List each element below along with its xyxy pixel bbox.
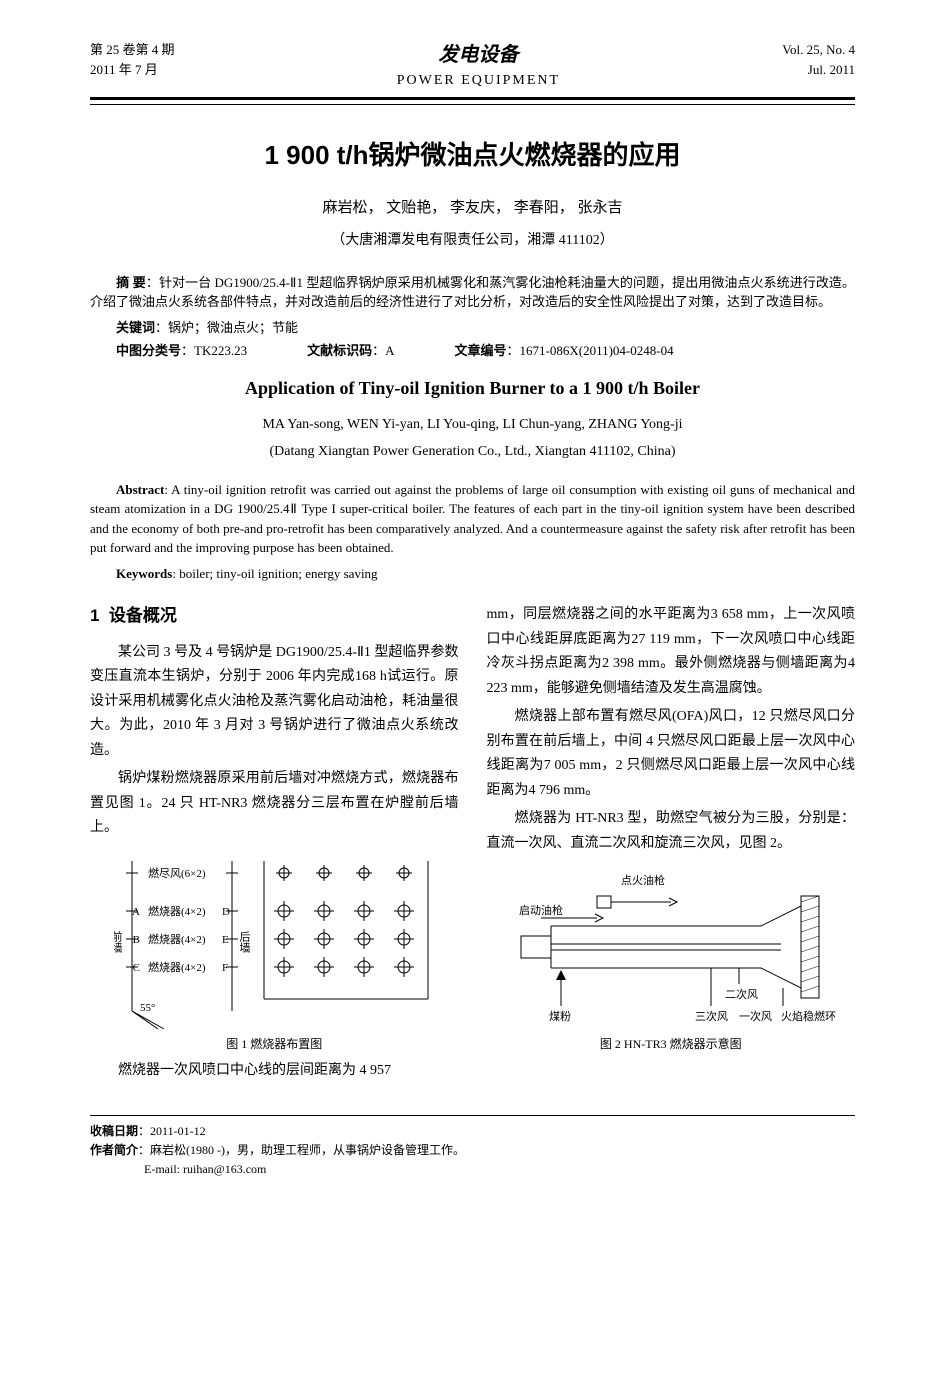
- article-id-value: ：1671-086X(2011)04-0248-04: [507, 343, 674, 358]
- keywords-en: Keywords: boiler; tiny-oil ignition; ene…: [90, 564, 855, 584]
- fig1-letter-f: F: [222, 962, 228, 974]
- keywords-en-label: Keywords: [116, 566, 172, 581]
- keywords-en-text: : boiler; tiny-oil ignition; energy savi…: [172, 566, 377, 581]
- body-para: 锅炉煤粉燃烧器原采用前后墙对冲燃烧方式，燃烧器布置见图 1。24 只 HT-NR…: [90, 767, 459, 841]
- body-para: 燃烧器上部布置有燃尽风(OFA)风口，12 只燃尽风口分别布置在前后墙上，中间 …: [487, 705, 856, 803]
- left-column: 1 设备概况 某公司 3 号及 4 号锅炉是 DG1900/25.4-Ⅱ1 型超…: [90, 603, 459, 1087]
- header-center: 发电设备 POWER EQUIPMENT: [397, 40, 560, 91]
- figure-1-caption: 图 1 燃烧器布置图: [90, 1035, 459, 1053]
- fig1-letter-b: B: [133, 934, 140, 946]
- authors-en: MA Yan-song, WEN Yi-yan, LI You-qing, LI…: [90, 414, 855, 435]
- author-bio: ：麻岩松(1980 -)，男，助理工程师，从事锅炉设备管理工作。: [138, 1143, 465, 1157]
- abstract-cn: 摘 要：针对一台 DG1900/25.4-Ⅱ1 型超临界锅炉原采用机械雾化和蒸汽…: [90, 273, 855, 312]
- abstract-cn-text: ：针对一台 DG1900/25.4-Ⅱ1 型超临界锅炉原采用机械雾化和蒸汽雾化油…: [90, 275, 855, 310]
- affiliation-en: (Datang Xiangtan Power Generation Co., L…: [90, 441, 855, 462]
- figure-2: 点火油枪 启动油枪 煤粉 二次风 三次风 一次风 火焰稳燃环 图 2 HN-TR…: [487, 866, 856, 1053]
- title-cn: 1 900 t/h锅炉微油点火燃烧器的应用: [90, 136, 855, 175]
- section-1-title: 设备概况: [109, 606, 177, 625]
- fig2-ignition-gun-label: 点火油枪: [621, 873, 665, 887]
- fig1-front-wall-label: 前墙: [114, 929, 123, 953]
- fig1-letter-a: A: [132, 906, 140, 918]
- clc-value: ：TK223.23: [181, 343, 247, 358]
- fig2-startup-gun-label: 启动油枪: [519, 903, 563, 917]
- doc-code-label: 文献标识码: [307, 343, 372, 358]
- fig1-row-a-label: 燃烧器(4×2): [148, 904, 206, 918]
- fig2-sec-air-label: 二次风: [725, 987, 758, 1001]
- journal-name-cn: 发电设备: [397, 40, 560, 70]
- fig1-row-b-label: 燃烧器(4×2): [148, 932, 206, 946]
- header-left: 第 25 卷第 4 期 2011 年 7 月: [90, 40, 175, 79]
- fig2-ter-air-label: 三次风: [695, 1009, 728, 1023]
- fig2-coal-label: 煤粉: [549, 1010, 571, 1023]
- date-cn: 2011 年 7 月: [90, 60, 175, 80]
- page-header: 第 25 卷第 4 期 2011 年 7 月 发电设备 POWER EQUIPM…: [90, 40, 855, 100]
- author-email: ruihan@163.com: [180, 1162, 266, 1176]
- keywords-cn-text: ：锅炉；微油点火；节能: [155, 320, 298, 335]
- abstract-en-text: : A tiny-oil ignition retrofit was carri…: [90, 482, 855, 556]
- fig2-pri-air-label: 一次风: [739, 1009, 772, 1023]
- fig1-letter-d: D: [222, 906, 230, 918]
- doc-code-value: ：A: [372, 343, 394, 358]
- keywords-cn: 关键词：锅炉；微油点火；节能: [90, 318, 855, 338]
- vol-issue-en: Vol. 25, No. 4: [782, 40, 855, 60]
- body-para: 某公司 3 号及 4 号锅炉是 DG1900/25.4-Ⅱ1 型超临界参数变压直…: [90, 641, 459, 764]
- vol-issue-cn: 第 25 卷第 4 期: [90, 40, 175, 60]
- fig1-letter-e: E: [222, 934, 229, 946]
- affiliation-cn: （大唐湘潭发电有限责任公司，湘潭 411102）: [90, 230, 855, 251]
- fig1-ofa-label: 燃尽风(6×2): [148, 866, 206, 880]
- article-id-label: 文章编号: [455, 343, 507, 358]
- header-right: Vol. 25, No. 4 Jul. 2011: [782, 40, 855, 79]
- abstract-en: Abstract: A tiny-oil ignition retrofit w…: [90, 480, 855, 558]
- fig1-angle-label: 55°: [140, 1002, 155, 1014]
- title-en: Application of Tiny-oil Ignition Burner …: [90, 375, 855, 402]
- section-1-heading: 1 设备概况: [90, 603, 459, 629]
- received-date: ：2011-01-12: [138, 1124, 206, 1138]
- body-para: 燃烧器为 HT-NR3 型，助燃空气被分为三股，分别是：直流一次风、直流二次风和…: [487, 807, 856, 856]
- body-para: mm，同层燃烧器之间的水平距离为3 658 mm，上一次风喷口中心线距屏底距离为…: [487, 603, 856, 701]
- fig1-row-c-label: 燃烧器(4×2): [148, 960, 206, 974]
- authors-cn: 麻岩松， 文贻艳， 李友庆， 李春阳， 张永吉: [90, 197, 855, 220]
- right-column: mm，同层燃烧器之间的水平距离为3 658 mm，上一次风喷口中心线距屏底距离为…: [487, 603, 856, 1087]
- classification-row: 中图分类号：TK223.23 文献标识码：A 文章编号：1671-086X(20…: [90, 341, 855, 361]
- journal-name-en: POWER EQUIPMENT: [397, 70, 560, 91]
- clc-label: 中图分类号: [116, 343, 181, 358]
- abstract-cn-label: 摘 要: [116, 275, 146, 290]
- date-en: Jul. 2011: [782, 60, 855, 80]
- fig1-back-wall-label: 后墙: [238, 930, 251, 953]
- body-columns: 1 设备概况 某公司 3 号及 4 号锅炉是 DG1900/25.4-Ⅱ1 型超…: [90, 603, 855, 1087]
- author-bio-label: 作者简介: [90, 1143, 138, 1157]
- keywords-cn-label: 关键词: [116, 320, 155, 335]
- figure-2-caption: 图 2 HN-TR3 燃烧器示意图: [487, 1035, 856, 1053]
- received-date-label: 收稿日期: [90, 1124, 138, 1138]
- figure-1: 燃尽风(6×2) 燃烧器(4×2) 燃烧器(4×2) 燃烧器(4×2) 前墙 后…: [90, 851, 459, 1053]
- body-para: 燃烧器一次风喷口中心线的层间距离为 4 957: [90, 1059, 459, 1084]
- fig1-letter-c: C: [133, 962, 140, 974]
- abstract-en-label: Abstract: [116, 482, 164, 497]
- fig2-flame-ring-label: 火焰稳燃环: [781, 1009, 836, 1023]
- email-label: E-mail:: [144, 1162, 180, 1176]
- page-footer: 收稿日期：2011-01-12 作者简介：麻岩松(1980 -)，男，助理工程师…: [90, 1115, 855, 1180]
- section-1-num: 1: [90, 606, 99, 625]
